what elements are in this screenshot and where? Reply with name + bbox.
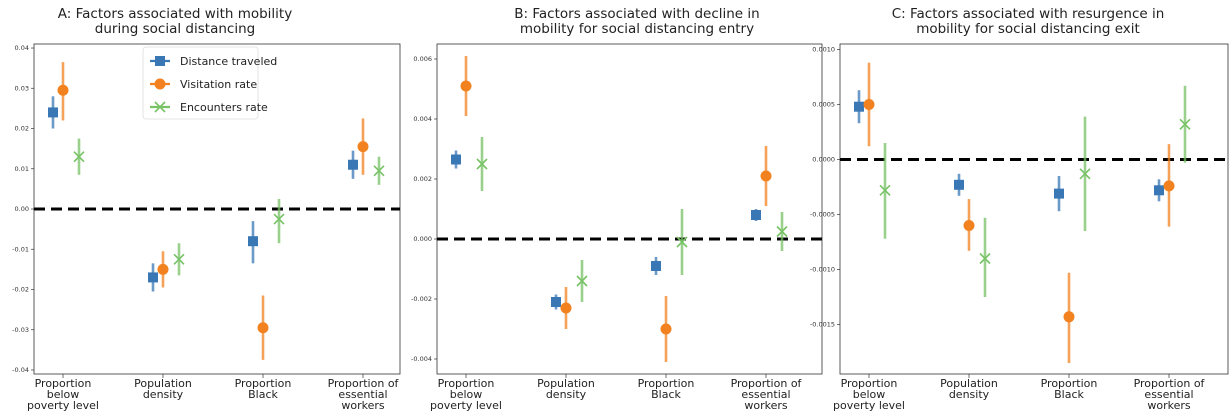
legend-label-visitation-rate: Visitation rate [180,78,257,91]
x-tick-label: Proportion below poverty level [27,377,99,412]
y-tick-label: 0.000 [413,235,432,243]
y-tick-label: -0.03 [12,326,29,334]
x-tick-label: Proportion Black [235,377,292,401]
point-encounters-rate [373,165,385,177]
point-visitation-rate [257,322,269,334]
x-tick-label: Population density [940,377,998,401]
point-visitation-rate [660,323,672,335]
point-encounters-rate [1179,118,1191,130]
y-tick-label: 0.0000 [812,156,835,164]
panel-c: C: Factors associated with resurgence in… [810,6,1229,412]
point-visitation-rate [560,302,572,314]
y-tick-label: -0.002 [411,295,432,303]
legend: Distance traveled Visitation rate Encounte… [142,46,277,120]
point-visitation-rate [57,84,69,96]
point-visitation-rate [963,220,975,231]
x-tick-label: Proportion of essential workers [328,377,400,412]
panel-a: A: Factors associated with mobility durin… [12,6,401,412]
panel-title: A: Factors associated with mobility durin… [58,6,292,37]
panel-b: B: Factors associated with decline in mob… [411,6,823,412]
point-distance-traveled [651,261,661,271]
legend-label-distance-traveled: Distance traveled [180,55,277,68]
point-visitation-rate [157,263,169,275]
point-encounters-rate [676,236,688,248]
legend-marker-encounters-rate [154,101,166,113]
y-tick-label: 0.002 [413,175,432,183]
point-visitation-rate [1063,311,1075,323]
point-distance-traveled [551,297,561,307]
point-encounters-rate [776,225,788,238]
point-distance-traveled [1154,185,1164,196]
panel-title: B: Factors associated with decline in mob… [514,6,759,37]
y-tick-label: -0.004 [411,355,432,363]
y-tick-label: -0.0005 [810,211,835,219]
y-tick-label: -0.02 [12,286,29,294]
legend-label-encounters-rate: Encounters rate [180,101,268,114]
y-tick-label: 0.03 [15,84,29,92]
x-tick-label: Population density [537,377,595,401]
point-encounters-rate [879,184,891,196]
legend-marker-distance-traveled [155,56,165,66]
x-tick-label: Proportion Black [638,377,695,401]
panel-title: C: Factors associated with resurgence in… [892,6,1165,37]
point-visitation-rate [863,99,875,110]
point-encounters-rate [173,253,185,265]
point-distance-traveled [854,101,864,112]
x-tick-label: Proportion of essential workers [731,377,803,412]
point-distance-traveled [954,179,964,190]
y-tick-label: -0.04 [12,366,29,374]
x-tick-label: Proportion of essential workers [1134,377,1206,412]
point-distance-traveled [1054,188,1064,199]
axes-frame [839,43,1229,375]
point-encounters-rate [979,252,991,265]
y-tick-label: 0.0005 [812,101,835,109]
x-tick-label: Proportion Black [1041,377,1098,401]
point-visitation-rate [1163,180,1175,192]
point-encounters-rate [476,158,488,170]
point-distance-traveled [751,210,761,220]
point-distance-traveled [248,236,258,247]
axes-frame [436,43,823,375]
y-tick-label: 0.006 [413,55,432,63]
point-encounters-rate [576,275,588,287]
y-tick-label: 0.02 [15,125,29,133]
x-tick-label: Population density [134,377,192,401]
point-encounters-rate [273,213,285,225]
legend-box [142,46,259,120]
legend-marker-visitation-rate [154,78,166,90]
x-tick-label: Proportion below poverty level [430,377,502,412]
point-visitation-rate [760,170,772,182]
point-encounters-rate [73,151,85,163]
y-tick-label: 0.0010 [812,46,835,54]
point-visitation-rate [357,141,369,153]
point-distance-traveled [451,154,461,165]
y-tick-label: -0.0010 [810,266,835,274]
point-distance-traveled [148,272,158,283]
y-tick-label: 0.01 [15,165,29,173]
point-distance-traveled [348,159,358,170]
point-encounters-rate [1079,168,1091,180]
y-tick-label: -0.0015 [810,321,835,329]
y-tick-label: 0.00 [15,205,29,213]
point-distance-traveled [48,107,58,118]
y-tick-label: 0.04 [15,44,29,52]
y-tick-label: 0.004 [413,115,432,123]
point-visitation-rate [460,80,472,92]
x-tick-label: Proportion below poverty level [833,377,905,412]
y-tick-label: -0.01 [12,245,29,253]
